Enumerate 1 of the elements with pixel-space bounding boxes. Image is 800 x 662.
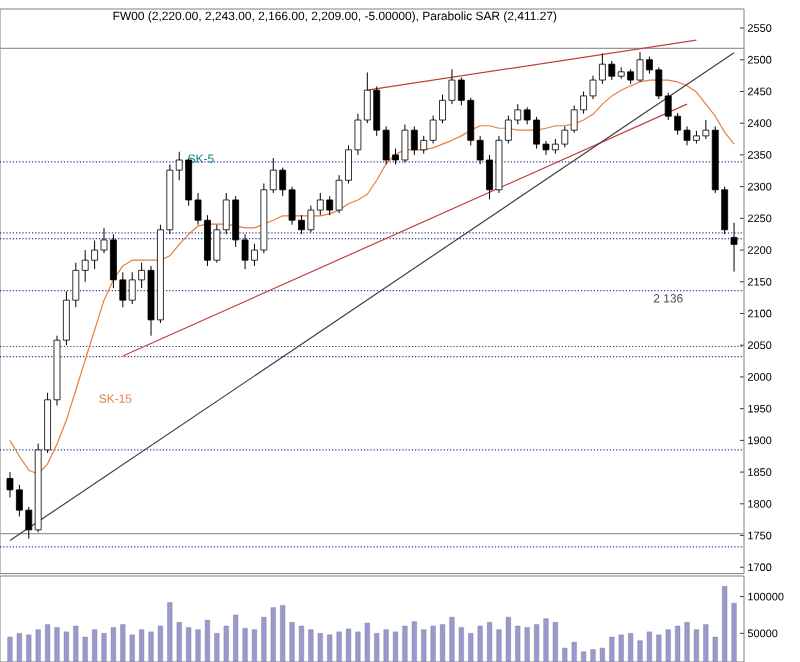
- candlestick: [730, 222, 738, 273]
